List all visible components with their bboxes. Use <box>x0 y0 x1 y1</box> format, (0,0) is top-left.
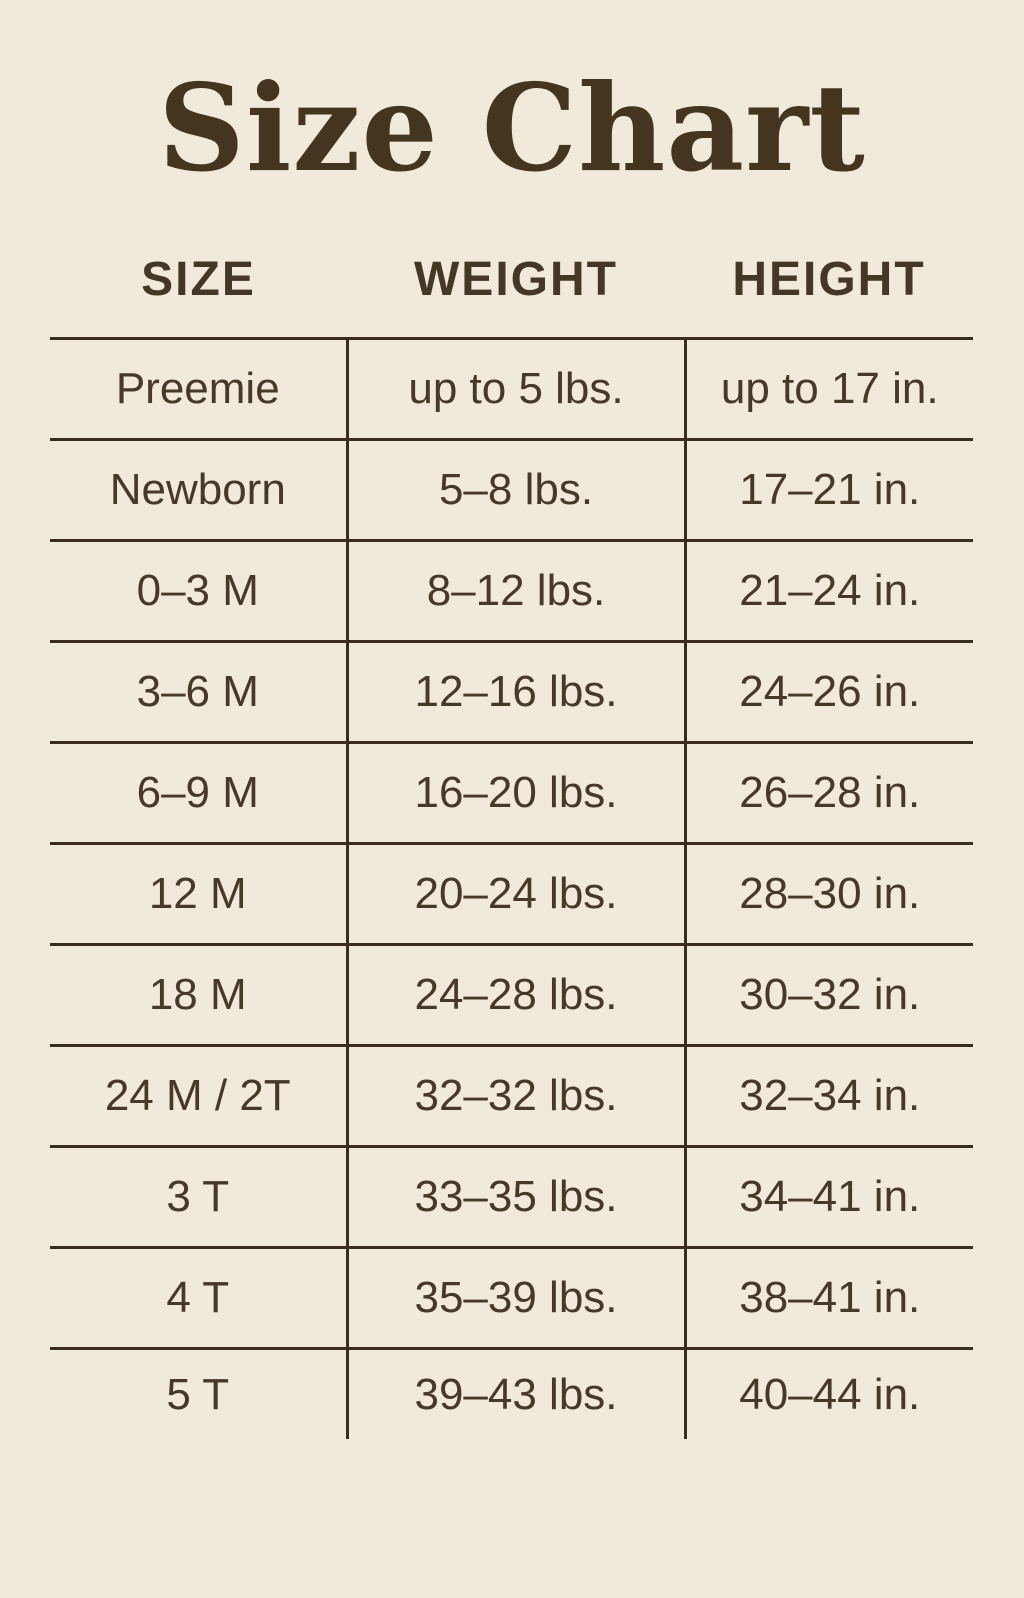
table-row: 24 M / 2T 32–32 lbs. 32–34 in. <box>50 1044 973 1147</box>
table-row: Preemie up to 5 lbs. up to 17 in. <box>50 337 973 440</box>
size-cell: 3–6 M <box>50 640 347 743</box>
table-row: 12 M 20–24 lbs. 28–30 in. <box>50 842 973 945</box>
height-cell: 34–41 in. <box>683 1145 973 1248</box>
size-chart-table: SIZE WEIGHT HEIGHT Preemie up to 5 lbs. … <box>50 196 973 1439</box>
table-row: 5 T 39–43 lbs. 40–44 in. <box>50 1347 973 1439</box>
table-row: 0–3 M 8–12 lbs. 21–24 in. <box>50 539 973 642</box>
height-cell: 17–21 in. <box>683 438 973 541</box>
table-row: 4 T 35–39 lbs. 38–41 in. <box>50 1246 973 1349</box>
size-cell: Newborn <box>50 438 347 541</box>
weight-cell: 12–16 lbs. <box>345 640 685 743</box>
height-cell: 38–41 in. <box>683 1246 973 1349</box>
weight-cell: 35–39 lbs. <box>345 1246 685 1349</box>
weight-cell: 20–24 lbs. <box>345 842 685 945</box>
weight-cell: 33–35 lbs. <box>345 1145 685 1248</box>
size-cell: 12 M <box>50 842 347 945</box>
column-header-weight: WEIGHT <box>414 253 618 307</box>
weight-cell: 16–20 lbs. <box>345 741 685 844</box>
size-cell: 5 T <box>50 1347 347 1439</box>
table-row: Newborn 5–8 lbs. 17–21 in. <box>50 438 973 541</box>
height-cell: 21–24 in. <box>683 539 973 642</box>
weight-cell: 24–28 lbs. <box>345 943 685 1046</box>
weight-cell: 32–32 lbs. <box>345 1044 685 1147</box>
size-cell: 18 M <box>50 943 347 1046</box>
size-cell: 3 T <box>50 1145 347 1248</box>
size-cell: 24 M / 2T <box>50 1044 347 1147</box>
table-row: 18 M 24–28 lbs. 30–32 in. <box>50 943 973 1046</box>
page-title: Size Chart <box>158 58 866 199</box>
header-row: SIZE WEIGHT HEIGHT <box>50 196 973 339</box>
weight-cell: 8–12 lbs. <box>345 539 685 642</box>
height-cell: 32–34 in. <box>683 1044 973 1147</box>
height-cell: 28–30 in. <box>683 842 973 945</box>
column-header-size: SIZE <box>141 253 256 307</box>
weight-cell: 5–8 lbs. <box>345 438 685 541</box>
height-cell: 40–44 in. <box>683 1347 973 1439</box>
table-row: 3 T 33–35 lbs. 34–41 in. <box>50 1145 973 1248</box>
weight-cell: up to 5 lbs. <box>345 337 685 440</box>
column-header-height: HEIGHT <box>732 253 926 307</box>
size-chart-page: Size Chart SIZE WEIGHT HEIGHT Preemie up… <box>0 58 1024 1439</box>
height-cell: up to 17 in. <box>683 337 973 440</box>
height-cell: 30–32 in. <box>683 943 973 1046</box>
height-cell: 24–26 in. <box>683 640 973 743</box>
size-cell: 0–3 M <box>50 539 347 642</box>
size-cell: Preemie <box>50 337 347 440</box>
table-row: 6–9 M 16–20 lbs. 26–28 in. <box>50 741 973 844</box>
size-cell: 6–9 M <box>50 741 347 844</box>
weight-cell: 39–43 lbs. <box>345 1347 685 1439</box>
size-cell: 4 T <box>50 1246 347 1349</box>
table-row: 3–6 M 12–16 lbs. 24–26 in. <box>50 640 973 743</box>
height-cell: 26–28 in. <box>683 741 973 844</box>
